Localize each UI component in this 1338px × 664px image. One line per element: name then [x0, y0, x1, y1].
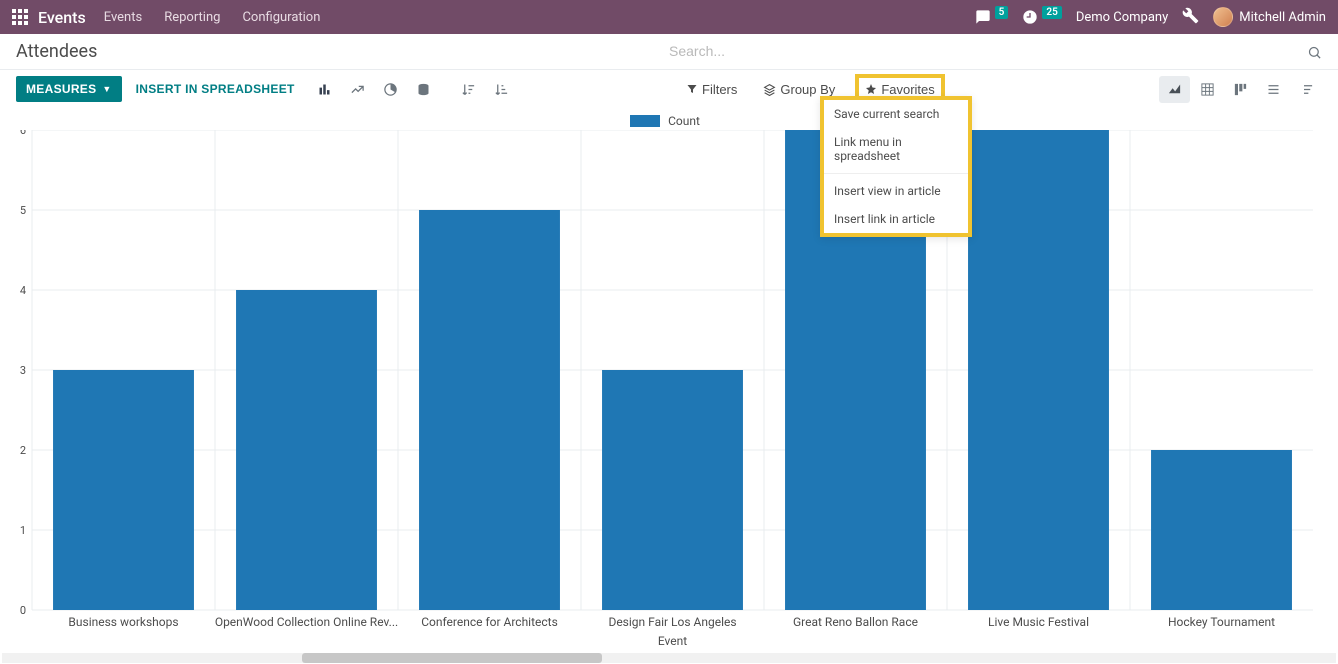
pie-chart-icon: [383, 82, 398, 97]
activities-badge: 25: [1042, 6, 1061, 19]
svg-text:Great Reno Ballon Race: Great Reno Ballon Race: [793, 615, 918, 629]
svg-text:1: 1: [20, 524, 26, 537]
line-chart-icon: [350, 82, 365, 97]
nav-menu-reporting[interactable]: Reporting: [164, 10, 220, 25]
view-activity-button[interactable]: [1291, 76, 1322, 103]
groupby-label: Group By: [780, 82, 835, 97]
chat-icon: [975, 9, 991, 25]
top-nav: Events Events Reporting Configuration 5 …: [0, 0, 1338, 34]
page-title: Attendees: [16, 41, 97, 62]
clock-icon: [1022, 9, 1038, 25]
svg-text:Design Fair Los Angeles: Design Fair Los Angeles: [608, 615, 736, 629]
measures-button[interactable]: MEASURES ▼: [16, 76, 122, 102]
bar[interactable]: [968, 130, 1109, 610]
chart-bar-button[interactable]: [309, 76, 340, 103]
legend-swatch: [630, 115, 660, 127]
legend-label: Count: [668, 114, 700, 128]
view-graph-button[interactable]: [1159, 76, 1190, 103]
filter-icon: [686, 83, 698, 95]
messages-button[interactable]: 5: [975, 9, 1009, 25]
chart-container: Count 0 1 2 3 4 5 6 Business workshops OpenWood …: [0, 108, 1338, 658]
caret-down-icon: ▼: [102, 84, 111, 94]
horizontal-scrollbar[interactable]: [2, 653, 1336, 663]
crumb-bar: Attendees: [0, 34, 1338, 70]
activities-button[interactable]: 25: [1022, 9, 1061, 25]
svg-text:OpenWood Collection Online Rev: OpenWood Collection Online Rev...: [215, 615, 398, 629]
svg-text:Business workshops: Business workshops: [68, 615, 178, 629]
apps-icon[interactable]: [12, 9, 28, 25]
bar-chart: 0 1 2 3 4 5 6 Business workshops OpenWood Collec…: [12, 130, 1313, 652]
sort-asc-button[interactable]: [486, 76, 517, 103]
star-icon: [865, 83, 877, 95]
dd-insert-link-article[interactable]: Insert link in article: [824, 205, 968, 233]
view-list-button[interactable]: [1258, 76, 1289, 103]
bar-chart-icon: [317, 82, 332, 97]
user-name: Mitchell Admin: [1239, 10, 1326, 25]
chart-stack-button[interactable]: [408, 76, 439, 103]
bar[interactable]: [53, 370, 194, 610]
messages-badge: 5: [995, 6, 1009, 19]
kanban-icon: [1233, 82, 1248, 97]
bar[interactable]: [419, 210, 560, 610]
avatar: [1213, 7, 1233, 27]
svg-text:Event: Event: [658, 634, 687, 648]
svg-text:3: 3: [20, 364, 26, 377]
favorites-dropdown: Save current search Link menu in spreads…: [820, 96, 972, 237]
svg-text:Conference for Architects: Conference for Architects: [421, 615, 558, 629]
chart-pie-button[interactable]: [375, 76, 406, 103]
dd-insert-view-article[interactable]: Insert view in article: [824, 177, 968, 205]
svg-text:4: 4: [20, 284, 26, 297]
sort-asc-icon: [494, 82, 509, 97]
measures-label: MEASURES: [26, 82, 96, 96]
dd-save-current-search[interactable]: Save current search: [824, 100, 968, 128]
nav-menu-events[interactable]: Events: [104, 10, 142, 25]
bar[interactable]: [236, 290, 377, 610]
sort-desc-button[interactable]: [453, 76, 484, 103]
bar[interactable]: [602, 370, 743, 610]
list-icon: [1266, 82, 1281, 97]
svg-text:5: 5: [20, 204, 26, 217]
svg-text:6: 6: [20, 130, 26, 137]
svg-text:Live Music Festival: Live Music Festival: [988, 615, 1089, 629]
search-icon[interactable]: [1307, 45, 1322, 64]
filters-button[interactable]: Filters: [680, 76, 743, 103]
favorites-label: Favorites: [881, 82, 934, 97]
activity-list-icon: [1299, 82, 1314, 97]
insert-spreadsheet-button[interactable]: INSERT IN SPREADSHEET: [136, 82, 295, 96]
chart-line-button[interactable]: [342, 76, 373, 103]
svg-text:2: 2: [20, 444, 26, 457]
scrollbar-thumb[interactable]: [302, 653, 602, 663]
svg-text:Hockey Tournament: Hockey Tournament: [1168, 615, 1275, 629]
svg-text:0: 0: [20, 604, 26, 617]
nav-menu-configuration[interactable]: Configuration: [242, 10, 320, 25]
filters-label: Filters: [702, 82, 737, 97]
controls-bar: MEASURES ▼ INSERT IN SPREADSHEET Filters…: [0, 70, 1338, 108]
dd-link-menu-spreadsheet[interactable]: Link menu in spreadsheet: [824, 128, 968, 174]
view-pivot-button[interactable]: [1192, 76, 1223, 103]
developer-tools-button[interactable]: [1182, 7, 1199, 28]
bar[interactable]: [1151, 450, 1292, 610]
stack-icon: [416, 82, 431, 97]
view-kanban-button[interactable]: [1225, 76, 1256, 103]
brand-title[interactable]: Events: [38, 8, 86, 27]
sort-desc-icon: [461, 82, 476, 97]
wrench-icon: [1182, 7, 1199, 24]
layers-icon: [763, 83, 776, 96]
search-input[interactable]: [669, 43, 1322, 59]
chart-legend[interactable]: Count: [12, 114, 1318, 128]
pivot-icon: [1200, 82, 1215, 97]
company-name[interactable]: Demo Company: [1076, 10, 1168, 25]
area-chart-icon: [1167, 82, 1182, 97]
user-menu[interactable]: Mitchell Admin: [1213, 7, 1326, 27]
